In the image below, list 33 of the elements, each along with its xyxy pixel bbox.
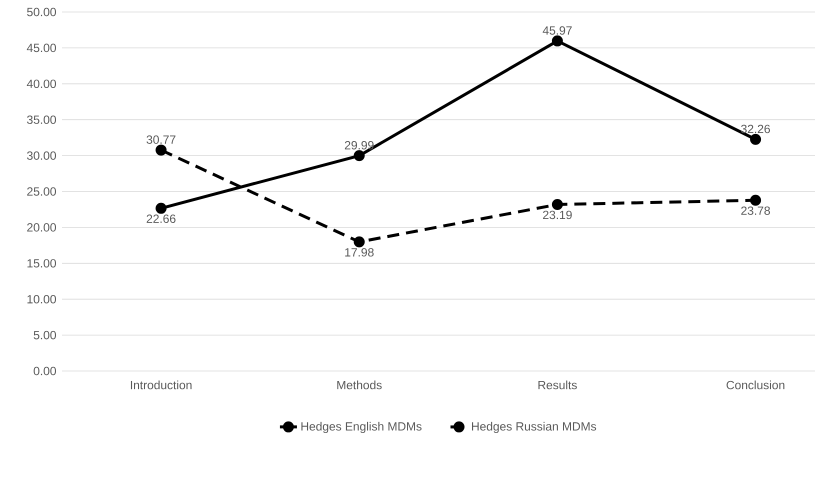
- point: [552, 198, 563, 210]
- point: [750, 194, 762, 206]
- point: [156, 202, 167, 214]
- point: [156, 144, 167, 156]
- data-label: 23.78: [741, 206, 770, 215]
- legend-label: Hedges English MDMs: [301, 422, 422, 433]
- y-tick-label: 10.00: [27, 294, 56, 304]
- y-tick-label: 20.00: [27, 223, 56, 232]
- data-label: 23.19: [543, 210, 572, 220]
- x-tick-label: Results: [538, 380, 577, 390]
- point: [354, 150, 365, 162]
- x-tick-label: Conclusion: [726, 380, 784, 390]
- x-tick-label: Introduction: [130, 380, 192, 390]
- data-label: 32.26: [741, 124, 770, 134]
- data-label: 29.99: [344, 141, 374, 150]
- data-label: 45.97: [542, 26, 572, 35]
- y-tick-label: 45.00: [26, 44, 56, 52]
- y-tick-label: 35.00: [27, 115, 56, 124]
- point: [750, 134, 762, 145]
- data-label: 17.98: [345, 248, 374, 257]
- point: [552, 35, 563, 46]
- y-tick-label: 30.00: [27, 151, 56, 160]
- legend-label: Hedges Russian MDMs: [472, 422, 596, 433]
- x-tick-label: Methods: [337, 380, 382, 390]
- y-tick-label: 40.00: [26, 80, 56, 88]
- y-tick-label: 25.00: [27, 187, 56, 196]
- y-tick-label: 5.00: [34, 330, 56, 340]
- y-tick-label: 50.00: [27, 8, 56, 16]
- point: [354, 236, 365, 248]
- data-label: 30.77: [146, 135, 176, 144]
- y-tick-label: 0.00: [34, 366, 56, 376]
- y-tick-label: 15.00: [27, 259, 56, 268]
- data-label: 22.66: [146, 214, 176, 223]
